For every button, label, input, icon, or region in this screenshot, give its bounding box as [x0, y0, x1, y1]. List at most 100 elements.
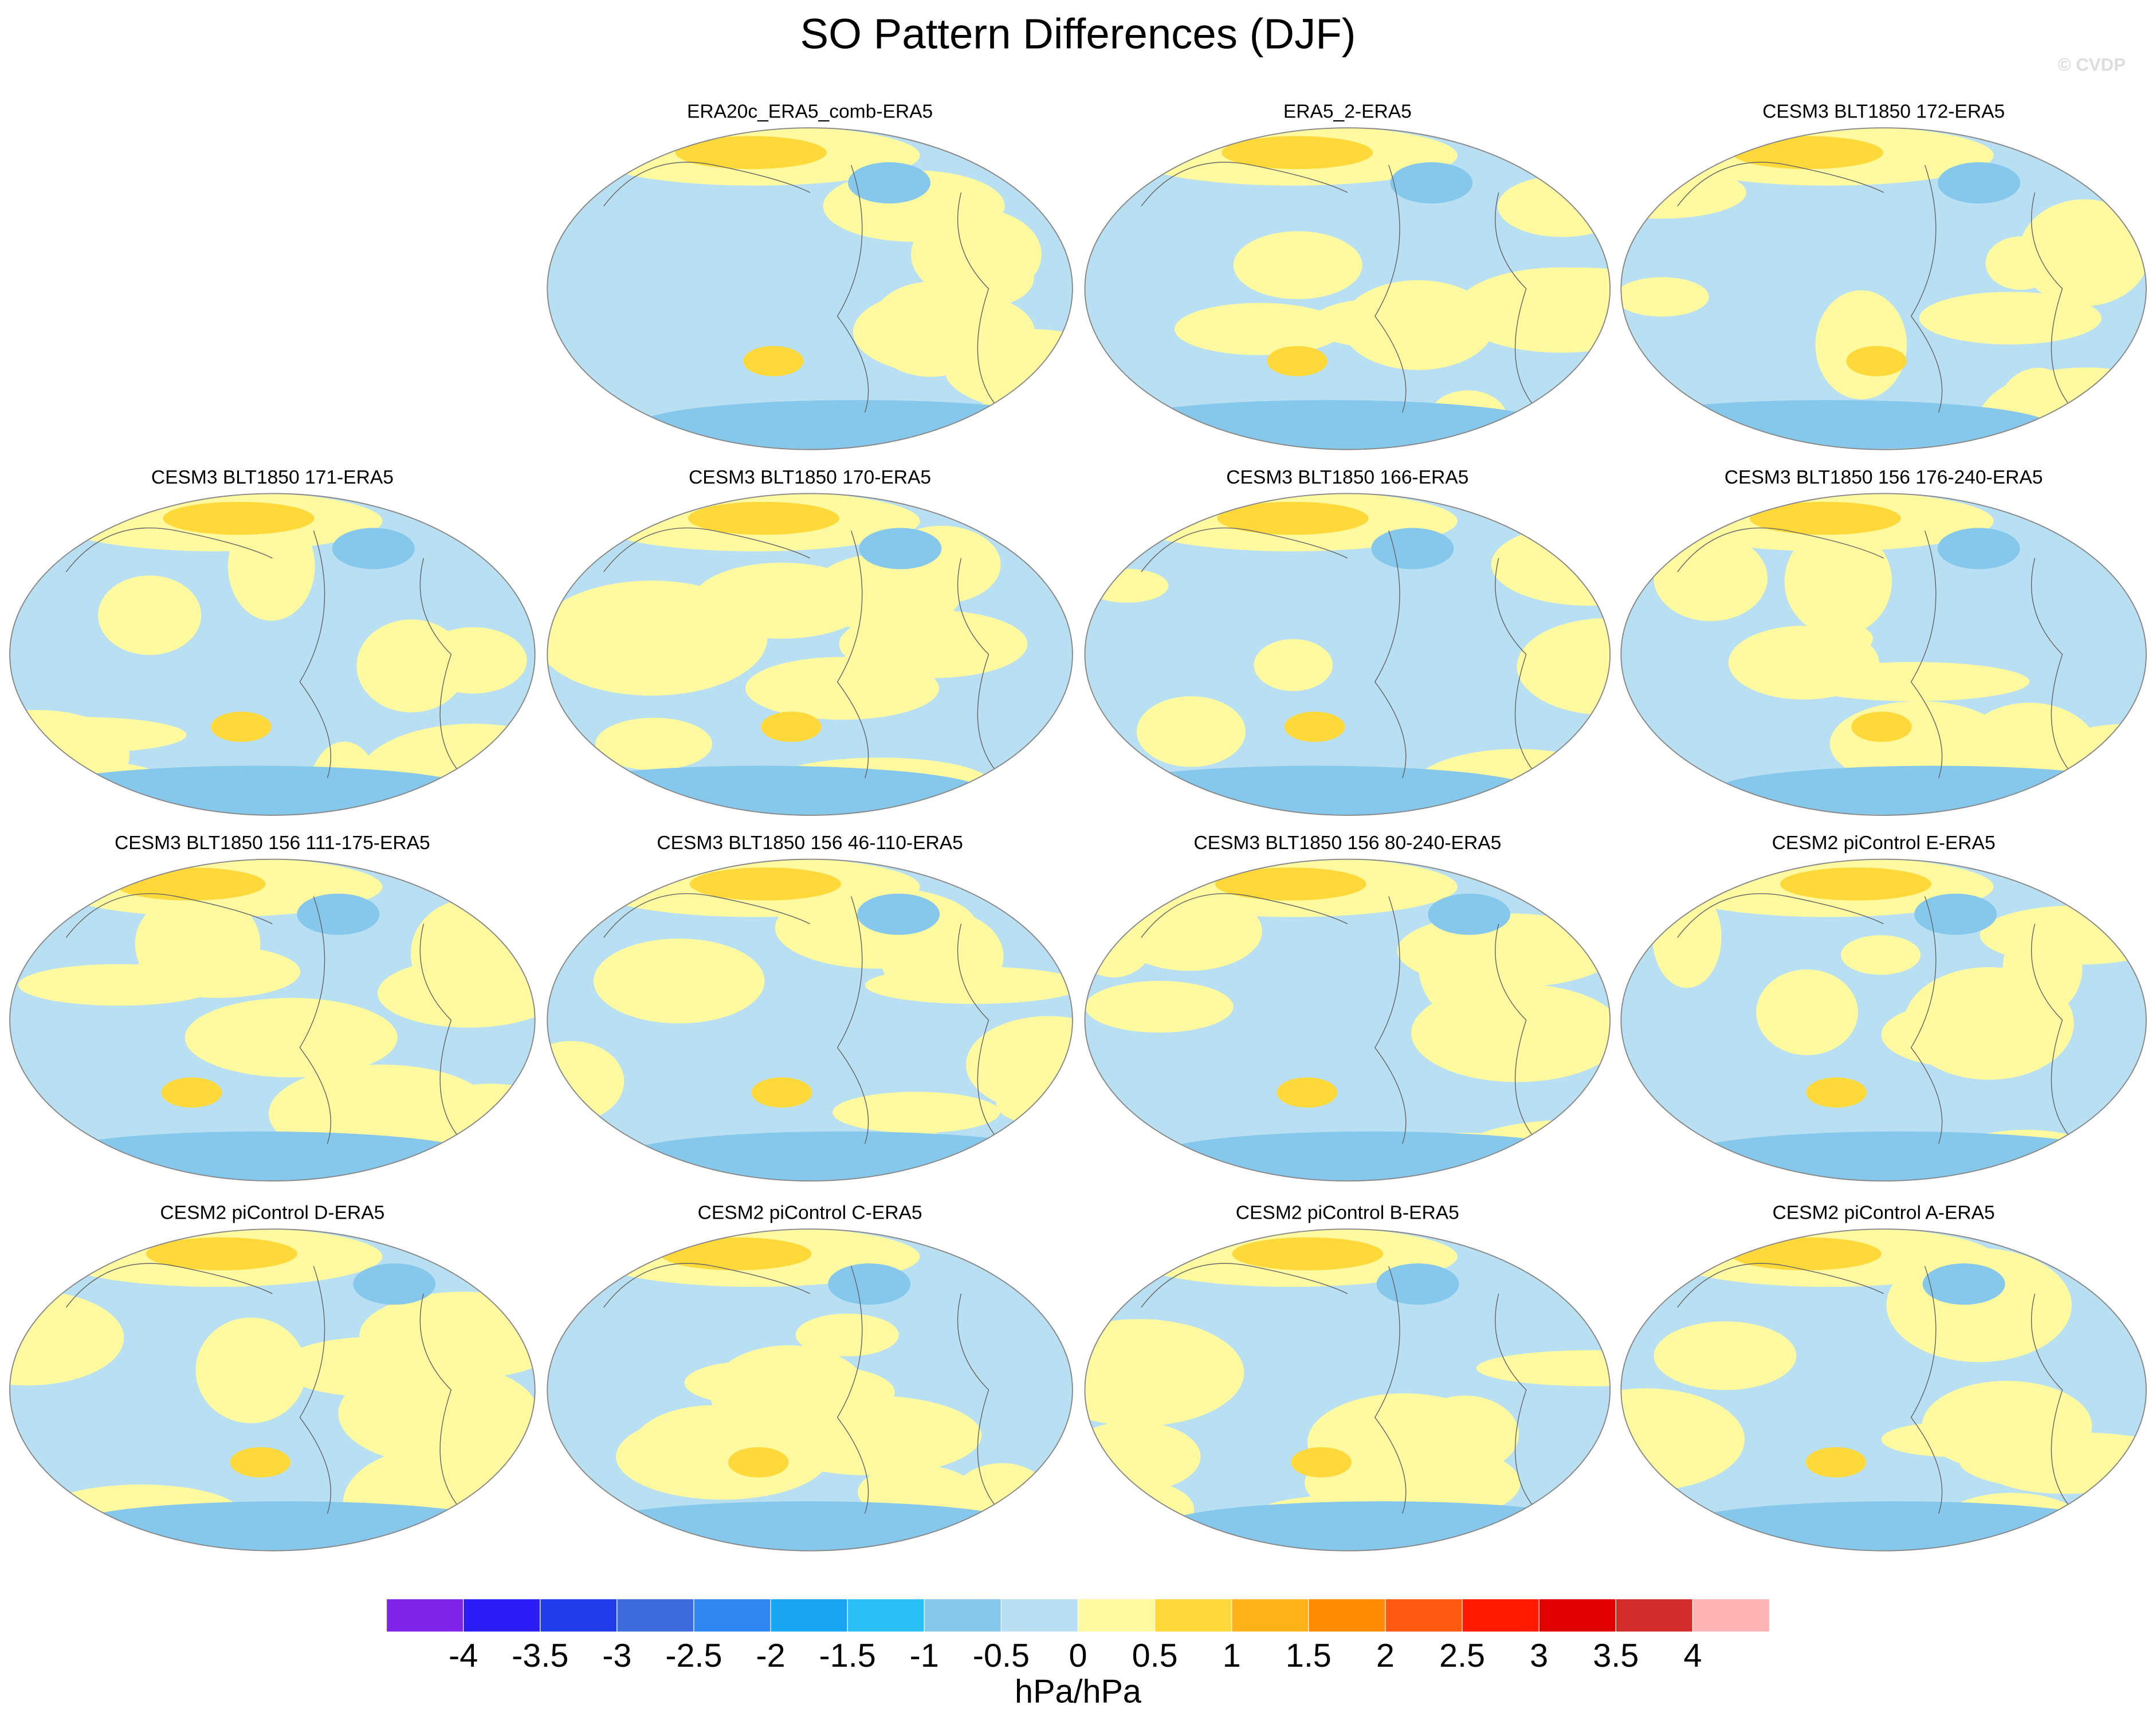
contour-region [1914, 893, 1997, 935]
panel-title: CESM2 piControl A-ERA5 [1773, 1203, 1995, 1224]
panel-title: CESM2 piControl D-ERA5 [160, 1203, 384, 1224]
colorbar-label: -2 [756, 1637, 785, 1674]
contour-region [1428, 893, 1511, 935]
colorbar-label: 3 [1530, 1637, 1548, 1674]
contour-region [751, 1077, 812, 1108]
coastline [1677, 162, 2077, 413]
contour-region [1217, 501, 1369, 535]
colorbar-label: 1 [1223, 1637, 1241, 1674]
colorbar-box [1077, 1599, 1156, 1632]
colorbar-label: -3.5 [512, 1637, 568, 1674]
contour-region [1840, 935, 1921, 975]
contour-region [547, 765, 983, 815]
colorbar-box [386, 1599, 464, 1632]
contour-region [728, 1447, 789, 1478]
colorbar-label: -1.5 [819, 1637, 876, 1674]
colorbar-box [1385, 1599, 1463, 1632]
contour-region [743, 345, 804, 376]
map [1621, 493, 2146, 815]
colorbar-box [463, 1599, 541, 1632]
panel-title: ERA5_2-ERA5 [1283, 101, 1412, 123]
contour-region [134, 945, 301, 998]
contour-region [1922, 1263, 2005, 1305]
contour-region [98, 575, 202, 655]
contour-region [1342, 280, 1494, 370]
contour-region [693, 562, 871, 639]
panel-title: CESM3 BLT1850 171-ERA5 [151, 467, 394, 488]
colorbar-label: 0 [1069, 1637, 1087, 1674]
map [1085, 128, 1611, 450]
contour-region [1714, 765, 2146, 815]
contour-region [594, 938, 765, 1024]
contour-region [1545, 910, 1611, 966]
map [1085, 1229, 1611, 1551]
contour-region [36, 765, 476, 815]
contour-region [1881, 1002, 2040, 1067]
contour-region [1756, 969, 1858, 1055]
map-outline [1084, 127, 1611, 450]
contour-region [689, 867, 841, 901]
coastline [1677, 893, 2077, 1144]
map [1621, 1229, 2146, 1551]
contour-region [1232, 1237, 1384, 1271]
contour-region [332, 528, 415, 570]
map-outline [1620, 127, 2147, 450]
map-outline [1084, 1228, 1611, 1552]
contour-region [660, 1237, 812, 1271]
colorbar-label: -2.5 [665, 1637, 722, 1674]
coastline [65, 893, 465, 1144]
map-outline [1620, 493, 2147, 816]
contour-region [1371, 528, 1454, 570]
map-outline [547, 493, 1073, 816]
panel-title: ERA20c_ERA5_comb-ERA5 [687, 101, 933, 123]
colorbar-box [1538, 1599, 1616, 1632]
contour-region [1136, 696, 1246, 767]
contour-region [41, 1131, 481, 1181]
colorbar-units: hPa/hPa [1015, 1673, 1142, 1710]
colorbar-box [1154, 1599, 1232, 1632]
contour-region [1730, 1237, 1882, 1271]
contour-region [1254, 639, 1333, 692]
contour-region [865, 966, 1073, 1004]
contour-region [684, 1361, 819, 1405]
contour-region [1815, 290, 1907, 399]
contour-region [184, 998, 398, 1078]
contour-region [161, 1077, 222, 1108]
coastline [603, 527, 1003, 779]
coastline [1141, 527, 1541, 779]
contour-region [761, 712, 822, 742]
contour-region [595, 717, 713, 771]
contour-region [848, 162, 931, 204]
panel-title: CESM3 BLT1850 156 176-240-ERA5 [1725, 467, 2043, 488]
contour-region [338, 1362, 535, 1464]
contour-region [1621, 277, 1709, 317]
contour-region [1390, 162, 1473, 204]
contour-region [10, 1336, 83, 1371]
map [547, 859, 1073, 1181]
contour-region [1654, 1321, 1797, 1391]
contour-region [1498, 175, 1611, 237]
contour-region [1222, 136, 1373, 170]
map [10, 1229, 535, 1551]
colorbar: -4 -3.5 -3 -2.5 -2 -1.5 -1 -0.5 0 0.5 1 1.5 2 2.5 3 3.5… [386, 1599, 1770, 1674]
contour-region [411, 898, 531, 1008]
map-outline [1620, 1228, 2147, 1552]
contour-region [1476, 1350, 1611, 1387]
contour-region [1215, 867, 1366, 901]
contour-region [2019, 199, 2146, 307]
contour-region [616, 1413, 829, 1500]
contour-region [828, 1263, 911, 1305]
contour-region [1805, 1447, 1867, 1478]
contour-region [1846, 345, 1907, 376]
contour-region [195, 1317, 307, 1423]
map-outline [1084, 493, 1611, 816]
map [10, 859, 535, 1181]
panel-title: CESM3 BLT1850 156 46-110-ERA5 [657, 832, 963, 854]
map-outline [547, 127, 1073, 450]
map-outline [9, 1228, 536, 1552]
colorbar-box [770, 1599, 848, 1632]
contour-region [1485, 267, 1611, 321]
contour-region [1161, 1501, 1602, 1551]
colorbar-label: 0.5 [1132, 1637, 1178, 1674]
contour-region [638, 400, 1073, 450]
